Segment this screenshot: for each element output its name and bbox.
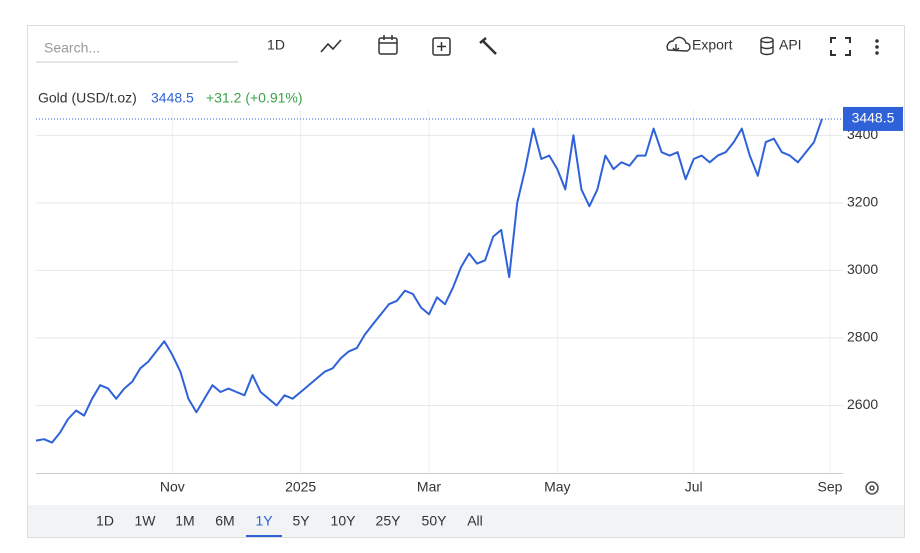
menu-icon[interactable]: [875, 39, 879, 55]
x-tick-label: Jul: [685, 479, 703, 495]
frame: [27, 25, 905, 538]
x-tick-label: 2025: [285, 479, 316, 495]
x-tick-label: Sep: [818, 479, 843, 495]
legend-change: +31.2 (+0.91%): [206, 90, 303, 106]
range-button[interactable]: 1M: [175, 513, 194, 529]
range-button[interactable]: 50Y: [422, 513, 448, 529]
add-icon[interactable]: [432, 37, 451, 56]
x-tick-label: Mar: [417, 479, 441, 495]
x-tick-label: Nov: [160, 479, 185, 495]
range-button[interactable]: 1D: [96, 513, 114, 529]
range-button[interactable]: 1Y: [255, 513, 273, 529]
x-tick-label: May: [544, 479, 570, 495]
range-button[interactable]: 10Y: [331, 513, 357, 529]
range-button[interactable]: 25Y: [376, 513, 402, 529]
fullscreen-icon[interactable]: [830, 37, 851, 56]
legend-name: Gold (USD/t.oz): [38, 90, 137, 106]
range-button[interactable]: 1W: [135, 513, 157, 529]
export-button[interactable]: Export: [692, 37, 733, 53]
y-tick-label: 2600: [847, 396, 878, 412]
search-box[interactable]: Search...: [44, 40, 100, 56]
price-badge-label: 3448.5: [852, 110, 895, 126]
interval-button[interactable]: 1D: [267, 37, 285, 53]
export-icon[interactable]: [666, 36, 691, 52]
settings-icon[interactable]: [865, 481, 879, 495]
range-button[interactable]: 6M: [215, 513, 234, 529]
range-bar: [28, 505, 904, 537]
range-button[interactable]: All: [467, 513, 483, 529]
legend-price: 3448.5: [151, 90, 194, 106]
tools-icon[interactable]: [479, 37, 497, 55]
calendar-icon[interactable]: [378, 35, 398, 55]
chart-type-icon[interactable]: [320, 39, 342, 53]
api-button[interactable]: API: [779, 37, 802, 53]
api-icon[interactable]: [760, 36, 774, 56]
price-badge: [843, 106, 903, 131]
y-tick-label: 2800: [847, 329, 878, 345]
y-tick-label: 3200: [847, 194, 878, 210]
y-tick-label: 3000: [847, 261, 878, 277]
price-line: [35, 118, 823, 444]
range-button[interactable]: 5Y: [292, 513, 310, 529]
